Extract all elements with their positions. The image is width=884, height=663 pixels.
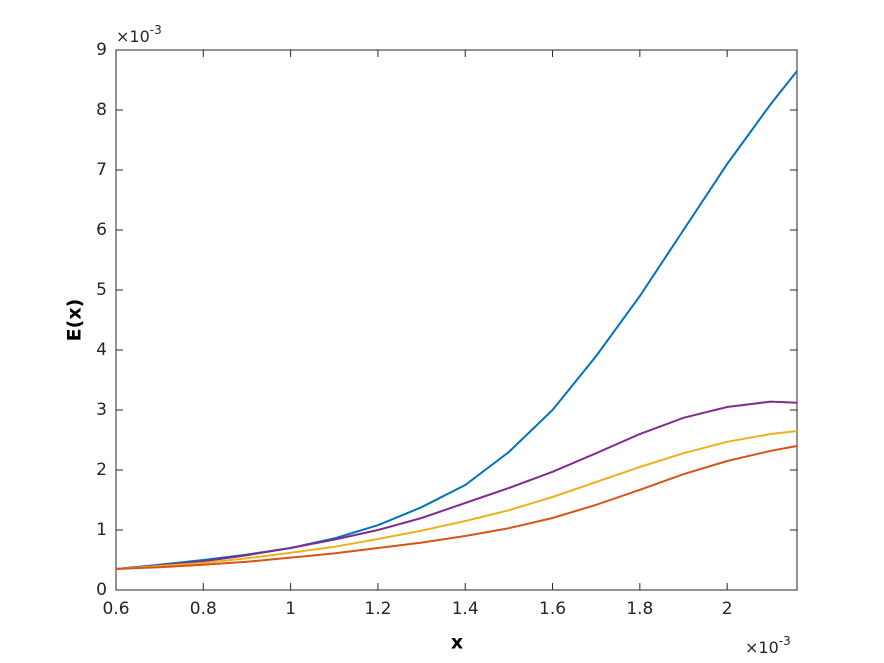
y-tick-label: 5 — [96, 280, 107, 300]
x-tick-label: 1.4 — [452, 599, 479, 619]
y-tick-label: 4 — [96, 340, 107, 360]
x-tick-label: 1.6 — [539, 599, 566, 619]
y-tick-label: 2 — [96, 460, 107, 480]
x-tick-label: 1.8 — [626, 599, 653, 619]
y-tick-label: 6 — [96, 220, 107, 240]
x-multiplier: ×10-3 — [745, 634, 791, 657]
y-tick-label: 7 — [96, 160, 107, 180]
multiplier-exponent: -3 — [779, 634, 791, 648]
multiplier-exponent: -3 — [150, 23, 162, 37]
plot-box — [115, 49, 798, 591]
y-multiplier: ×10-3 — [116, 23, 162, 46]
series-line — [115, 445, 798, 570]
x-tick-label: 1 — [285, 599, 296, 619]
y-tick-label: 3 — [96, 400, 107, 420]
x-tick-label: 0.8 — [190, 599, 217, 619]
y-axis-label: E(x) — [64, 299, 86, 342]
y-tick-label: 1 — [96, 520, 107, 540]
x-tick-label: 0.6 — [102, 599, 129, 619]
y-tick-label: 8 — [96, 100, 107, 120]
y-tick-label: 9 — [96, 40, 107, 60]
x-tick-label: 2 — [722, 599, 733, 619]
series-line — [115, 430, 798, 570]
x-axis-label: x — [451, 632, 463, 654]
series-line — [115, 400, 798, 570]
y-tick-label: 0 — [96, 580, 107, 600]
multiplier-base: ×10 — [745, 638, 779, 657]
multiplier-base: ×10 — [116, 27, 150, 46]
x-tick-label: 1.2 — [364, 599, 391, 619]
